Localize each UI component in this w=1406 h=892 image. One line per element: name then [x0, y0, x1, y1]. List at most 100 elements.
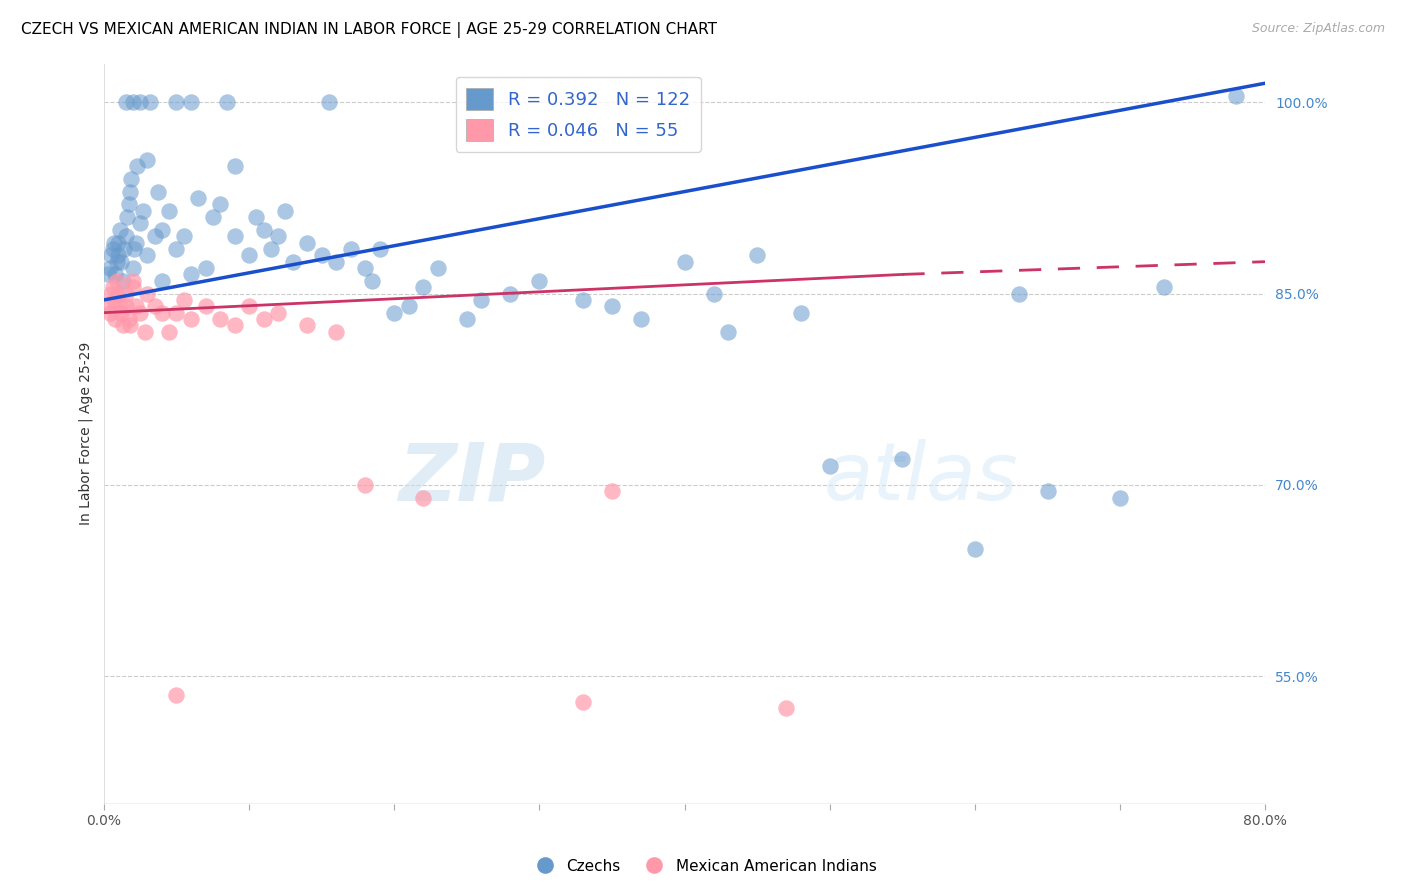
Y-axis label: In Labor Force | Age 25-29: In Labor Force | Age 25-29 — [79, 343, 93, 525]
Point — [124, 242, 146, 256]
Point — [166, 95, 188, 110]
Point — [132, 203, 155, 218]
Point — [157, 203, 180, 218]
Point — [412, 491, 434, 505]
Point — [129, 95, 152, 110]
Point — [412, 280, 434, 294]
Point — [180, 312, 202, 326]
Point — [208, 312, 231, 326]
Point — [150, 306, 173, 320]
Point — [108, 299, 131, 313]
Point — [572, 694, 595, 708]
Point — [426, 261, 449, 276]
Point — [180, 95, 202, 110]
Point — [118, 318, 141, 333]
Point — [717, 325, 740, 339]
Point — [600, 484, 623, 499]
Point — [790, 306, 813, 320]
Point — [134, 325, 156, 339]
Point — [105, 254, 128, 268]
Point — [224, 318, 246, 333]
Point — [252, 223, 274, 237]
Point — [107, 248, 129, 262]
Point — [529, 274, 551, 288]
Point — [194, 261, 217, 276]
Point — [224, 159, 246, 173]
Point — [110, 254, 132, 268]
Point — [224, 229, 246, 244]
Point — [122, 280, 145, 294]
Point — [361, 274, 384, 288]
Point — [775, 701, 797, 715]
Point — [121, 171, 143, 186]
Point — [456, 312, 478, 326]
Point — [103, 293, 125, 307]
Point — [100, 286, 122, 301]
Point — [98, 306, 121, 320]
Text: CZECH VS MEXICAN AMERICAN INDIAN IN LABOR FORCE | AGE 25-29 CORRELATION CHART: CZECH VS MEXICAN AMERICAN INDIAN IN LABO… — [21, 22, 717, 38]
Point — [111, 318, 134, 333]
Point — [311, 248, 333, 262]
Point — [166, 688, 188, 702]
Text: Source: ZipAtlas.com: Source: ZipAtlas.com — [1251, 22, 1385, 36]
Point — [194, 299, 217, 313]
Point — [125, 299, 148, 313]
Point — [318, 95, 340, 110]
Point — [122, 95, 145, 110]
Point — [157, 325, 180, 339]
Point — [368, 242, 391, 256]
Point — [103, 235, 125, 250]
Point — [281, 254, 304, 268]
Point — [143, 299, 166, 313]
Point — [1153, 280, 1175, 294]
Point — [354, 261, 377, 276]
Point — [108, 223, 131, 237]
Point — [325, 254, 347, 268]
Point — [114, 286, 136, 301]
Point — [673, 254, 696, 268]
Point — [572, 293, 595, 307]
Point — [101, 280, 124, 294]
Point — [136, 248, 159, 262]
Point — [129, 216, 152, 230]
Point — [114, 299, 136, 313]
Point — [382, 306, 405, 320]
Point — [339, 242, 361, 256]
Point — [398, 299, 420, 313]
Point — [238, 248, 260, 262]
Point — [114, 95, 136, 110]
Point — [187, 191, 209, 205]
Point — [600, 299, 623, 313]
Point — [217, 95, 239, 110]
Point — [260, 242, 283, 256]
Point — [104, 312, 127, 326]
Point — [963, 541, 986, 556]
Point — [274, 203, 297, 218]
Point — [100, 248, 122, 262]
Point — [101, 242, 124, 256]
Point — [747, 248, 769, 262]
Point — [107, 235, 129, 250]
Point — [201, 210, 224, 224]
Point — [630, 312, 652, 326]
Point — [267, 306, 290, 320]
Point — [111, 274, 134, 288]
Point — [129, 306, 152, 320]
Point — [97, 268, 120, 282]
Point — [703, 286, 725, 301]
Point — [1036, 484, 1059, 499]
Point — [122, 261, 145, 276]
Text: ZIP: ZIP — [398, 439, 546, 517]
Point — [891, 452, 914, 467]
Point — [143, 229, 166, 244]
Point — [136, 153, 159, 167]
Point — [122, 274, 145, 288]
Point — [110, 306, 132, 320]
Point — [1007, 286, 1029, 301]
Point — [117, 197, 139, 211]
Point — [150, 274, 173, 288]
Point — [125, 235, 148, 250]
Legend: Czechs, Mexican American Indians: Czechs, Mexican American Indians — [523, 853, 883, 880]
Point — [107, 286, 129, 301]
Point — [98, 261, 121, 276]
